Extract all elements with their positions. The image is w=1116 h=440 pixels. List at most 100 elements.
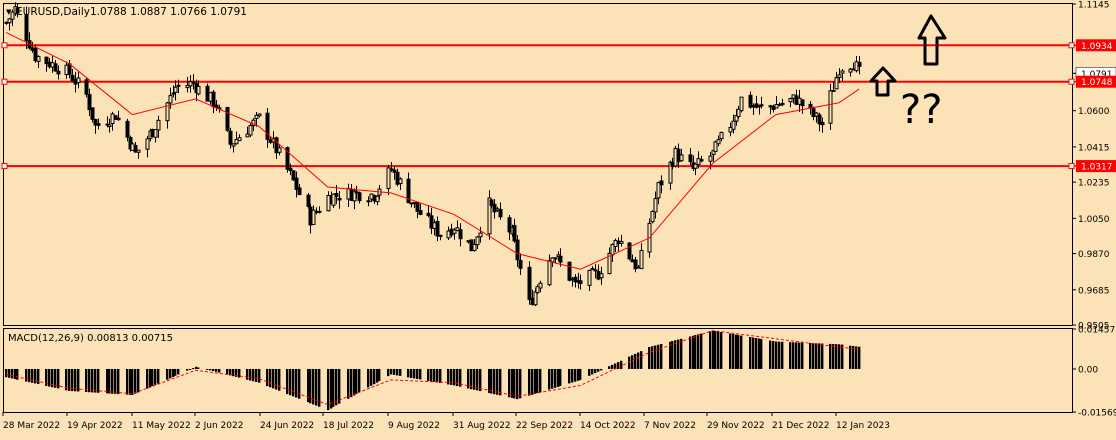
- price-badge: 1.0748: [1076, 75, 1116, 88]
- macd-bar: [410, 368, 413, 378]
- candle: [153, 128, 158, 143]
- macd-bar: [37, 368, 40, 385]
- price-badge: 1.0934: [1076, 39, 1116, 52]
- candle: [84, 76, 89, 98]
- macd-bar: [129, 368, 132, 395]
- time-tick-label: 7 Nov 2022: [644, 421, 696, 431]
- macd-bar: [226, 368, 229, 375]
- macd-bar: [717, 331, 720, 369]
- candle: [578, 274, 583, 290]
- line-handle[interactable]: [1068, 42, 1075, 49]
- price-tick-label: 1.0600: [1078, 107, 1110, 117]
- macd-bar: [499, 368, 502, 396]
- candle: [398, 177, 403, 190]
- macd-bar: [617, 362, 620, 369]
- macd-bar: [177, 368, 180, 375]
- candle: [515, 235, 520, 267]
- macd-bar: [838, 344, 841, 369]
- price-tick-label: 0.9870: [1078, 250, 1110, 260]
- macd-bar: [755, 338, 758, 369]
- macd-bar: [694, 335, 697, 369]
- macd-bar: [206, 368, 209, 370]
- candle: [254, 112, 259, 127]
- line-handle[interactable]: [1068, 78, 1075, 85]
- macd-bar: [447, 368, 450, 385]
- macd-bar: [350, 368, 353, 398]
- candle: [285, 146, 290, 173]
- macd-bar: [16, 368, 19, 380]
- line-handle[interactable]: [1, 42, 8, 49]
- macd-bar: [516, 368, 519, 400]
- candle: [76, 71, 81, 89]
- candle: [472, 239, 477, 252]
- macd-bar: [697, 334, 700, 369]
- candle: [331, 193, 336, 208]
- macd-bar: [74, 368, 77, 392]
- candle: [317, 206, 322, 214]
- macd-bar: [195, 366, 198, 369]
- time-axis: 28 Mar 2022 19 Apr 2022 11 May 2022 2 Jun 2…: [2, 412, 890, 431]
- candle: [739, 96, 744, 113]
- macd-bar: [792, 342, 795, 369]
- dropdown-icon[interactable]: ▼: [6, 8, 12, 16]
- line-handle[interactable]: [1, 78, 8, 85]
- macd-bar: [266, 368, 269, 387]
- price-tick-label: 1.0235: [1078, 179, 1110, 189]
- candle: [650, 210, 655, 224]
- candle: [15, 2, 20, 18]
- macd-bar: [25, 368, 28, 382]
- macd-bar: [353, 368, 356, 396]
- line-handle[interactable]: [1068, 163, 1075, 170]
- macd-bar: [433, 368, 436, 382]
- svg-text:1.0934: 1.0934: [1081, 42, 1113, 52]
- candle: [713, 140, 718, 153]
- candle: [507, 214, 512, 241]
- time-tick-label: 9 Aug 2022: [388, 421, 440, 431]
- candle: [113, 115, 118, 120]
- macd-bar: [157, 368, 160, 384]
- moving-average-line: [5, 31, 860, 270]
- candle: [452, 227, 457, 240]
- candle: [311, 205, 316, 225]
- macd-bar: [419, 368, 422, 380]
- candle: [811, 106, 816, 121]
- candle: [257, 113, 262, 118]
- macd-bar: [215, 368, 218, 372]
- macd-bar: [393, 368, 396, 375]
- macd-bar: [218, 368, 221, 373]
- macd-bar: [829, 343, 832, 369]
- macd-bar: [278, 368, 281, 391]
- macd-bar: [57, 368, 60, 389]
- time-tick-label: 28 Mar 2022: [3, 421, 60, 431]
- candle: [426, 205, 431, 218]
- macd-bar: [473, 368, 476, 390]
- macd-bar: [548, 368, 551, 390]
- candle: [573, 274, 578, 288]
- candle: [558, 248, 563, 267]
- macd-bar: [390, 368, 393, 375]
- macd-bar: [594, 368, 597, 374]
- candle: [392, 166, 397, 180]
- macd-bar: [551, 368, 554, 389]
- candle: [736, 105, 741, 119]
- candle: [831, 81, 836, 92]
- price-tick-label: 1.0415: [1078, 143, 1110, 153]
- macd-bar: [137, 368, 140, 393]
- macd-bar: [557, 368, 560, 387]
- macd-bar: [657, 344, 660, 369]
- macd-bar: [197, 367, 200, 369]
- candle: [607, 247, 612, 275]
- macd-bar: [88, 368, 91, 393]
- macd-bar: [48, 368, 51, 387]
- candle: [225, 106, 230, 132]
- candle: [70, 68, 75, 82]
- candle: [492, 199, 497, 219]
- macd-bar: [335, 368, 338, 406]
- macd-bar: [358, 368, 361, 393]
- candle: [535, 284, 540, 295]
- candle: [357, 191, 362, 204]
- macd-bar: [97, 368, 100, 393]
- line-handle[interactable]: [1, 163, 8, 170]
